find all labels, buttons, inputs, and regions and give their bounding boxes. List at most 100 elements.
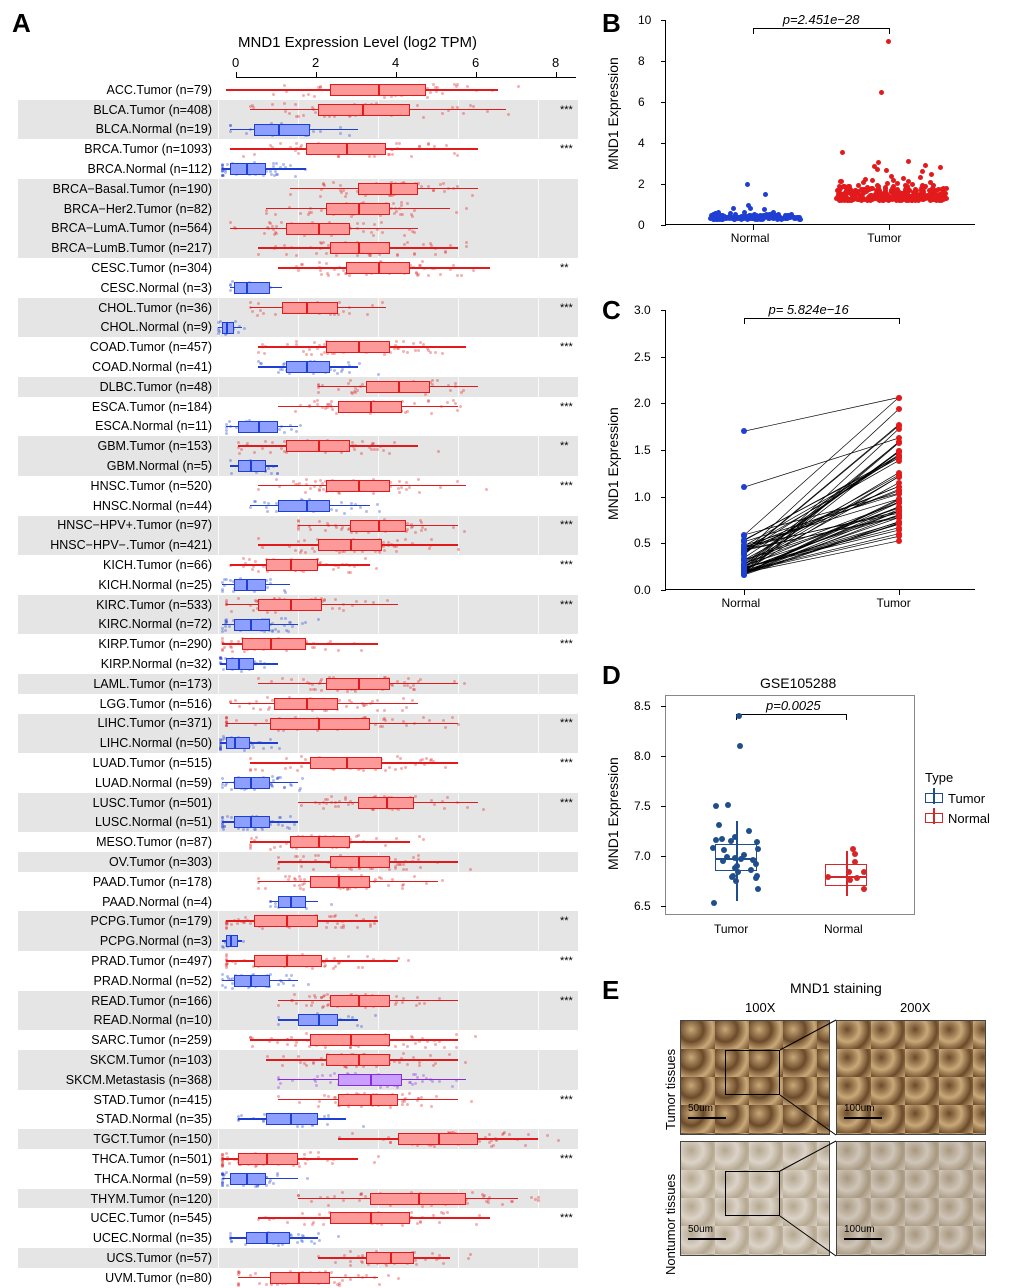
y-tick: 8.0 — [634, 749, 651, 763]
row-label: LUAD.Normal (n=59) — [18, 776, 218, 790]
row-label: PAAD.Tumor (n=178) — [18, 875, 218, 889]
data-row: READ.Normal (n=10) — [18, 1010, 578, 1030]
row-label: DLBC.Tumor (n=48) — [18, 380, 218, 394]
row-label: THYM.Tumor (n=120) — [18, 1192, 218, 1206]
data-row: LIHC.Tumor (n=371)*** — [18, 714, 578, 734]
data-row: BRCA−Basal.Tumor (n=190) — [18, 179, 578, 199]
row-label: BRCA−LumA.Tumor (n=564) — [18, 221, 218, 235]
y-tick: 8 — [638, 54, 657, 68]
row-label: UCEC.Tumor (n=545) — [18, 1211, 218, 1225]
row-label: ESCA.Tumor (n=184) — [18, 400, 218, 414]
row-label: BRCA−Her2.Tumor (n=82) — [18, 202, 218, 216]
panel-c-chart: MND1 Expression 0.00.51.01.52.02.53.0Nor… — [610, 300, 990, 630]
significance-marker: *** — [558, 104, 578, 116]
data-row: BRCA−LumB.Tumor (n=217) — [18, 238, 578, 258]
data-row: OV.Tumor (n=303) — [18, 852, 578, 872]
axis-tick: 8 — [552, 55, 559, 70]
data-row: KIRC.Tumor (n=533) *** — [18, 595, 578, 615]
row-label: PCPG.Tumor (n=179) — [18, 914, 218, 928]
data-row: PRAD.Tumor (n=497) *** — [18, 951, 578, 971]
significance-marker: *** — [558, 955, 578, 967]
data-row: BRCA−Her2.Tumor (n=82) — [18, 199, 578, 219]
data-row: CESC.Tumor (n=304)** — [18, 258, 578, 278]
row-label: KICH.Tumor (n=66) — [18, 558, 218, 572]
row-label: BLCA.Normal (n=19) — [18, 122, 218, 136]
row-label: BRCA.Normal (n=112) — [18, 162, 218, 176]
data-row: STAD.Normal (n=35) — [18, 1109, 578, 1129]
significance-marker: ** — [558, 440, 578, 452]
panel-d-legend: Type Tumor Normal — [925, 770, 990, 828]
y-tick: 2.0 — [634, 396, 651, 410]
y-tick: 6 — [638, 95, 657, 109]
row-label: LAML.Tumor (n=173) — [18, 677, 218, 691]
axis-tick: 6 — [472, 55, 479, 70]
row-label: UVM.Tumor (n=80) — [18, 1271, 218, 1285]
row-label: CHOL.Tumor (n=36) — [18, 301, 218, 315]
y-tick: 4 — [638, 136, 657, 150]
row-label: PCPG.Normal (n=3) — [18, 934, 218, 948]
data-row: HNSC−HPV−.Tumor (n=421) — [18, 535, 578, 555]
significance-marker: *** — [558, 995, 578, 1007]
significance-marker: *** — [558, 638, 578, 650]
row-label: ACC.Tumor (n=79) — [18, 83, 218, 97]
panel-b-ylabel: MND1 Expression — [605, 57, 621, 170]
significance-marker: ** — [558, 915, 578, 927]
data-row: PCPG.Normal (n=3) — [18, 931, 578, 951]
row-label: KIRP.Normal (n=32) — [18, 657, 218, 671]
legend-item-normal: Normal — [925, 808, 990, 828]
y-tick: 6.5 — [634, 899, 651, 913]
significance-marker: *** — [558, 797, 578, 809]
row-label: GBM.Tumor (n=153) — [18, 439, 218, 453]
row-label: READ.Normal (n=10) — [18, 1013, 218, 1027]
row-label: MESO.Tumor (n=87) — [18, 835, 218, 849]
data-row: CESC.Normal (n=3) — [18, 278, 578, 298]
row-label: KIRC.Tumor (n=533) — [18, 598, 218, 612]
significance-marker: *** — [558, 480, 578, 492]
data-row: BLCA.Tumor (n=408)*** — [18, 100, 578, 120]
panel-a-chart: MND1 Expression Level (log2 TPM) 02468 A… — [18, 10, 578, 1280]
significance-marker: *** — [558, 559, 578, 571]
x-tick: Tumor — [877, 596, 911, 610]
y-tick: 8.5 — [634, 699, 651, 713]
row-label: LUSC.Normal (n=51) — [18, 815, 218, 829]
row-label: PRAD.Tumor (n=497) — [18, 954, 218, 968]
row-label: LGG.Tumor (n=516) — [18, 697, 218, 711]
row-label: SARC.Tumor (n=259) — [18, 1033, 218, 1047]
row-label: THCA.Normal (n=59) — [18, 1172, 218, 1186]
data-row: UCS.Tumor (n=57) — [18, 1248, 578, 1268]
data-row: HNSC.Tumor (n=520)*** — [18, 476, 578, 496]
data-row: LAML.Tumor (n=173) — [18, 674, 578, 694]
data-row: BLCA.Normal (n=19) — [18, 120, 578, 140]
axis-tick: 2 — [312, 55, 319, 70]
significance-marker: *** — [558, 599, 578, 611]
row-label: KIRP.Tumor (n=290) — [18, 637, 218, 651]
significance-marker: *** — [558, 143, 578, 155]
data-row: BRCA.Normal (n=112) — [18, 159, 578, 179]
data-row: ACC.Tumor (n=79) — [18, 80, 578, 100]
row-label: TGCT.Tumor (n=150) — [18, 1132, 218, 1146]
row-label: CHOL.Normal (n=9) — [18, 320, 218, 334]
data-row: PAAD.Normal (n=4) — [18, 892, 578, 912]
y-tick: 7.5 — [634, 799, 651, 813]
y-tick: 7.0 — [634, 849, 651, 863]
x-tick: Tumor — [714, 922, 748, 936]
x-tick: Tumor — [867, 231, 901, 245]
data-row: PCPG.Tumor (n=179) ** — [18, 911, 578, 931]
row-label: CESC.Normal (n=3) — [18, 281, 218, 295]
data-row: KIRP.Normal (n=32) — [18, 654, 578, 674]
data-row: LUAD.Normal (n=59) — [18, 773, 578, 793]
row-label: BRCA.Tumor (n=1093) — [18, 142, 218, 156]
panel-d-ylabel: MND1 Expression — [605, 757, 621, 870]
significance-marker: *** — [558, 717, 578, 729]
significance-marker: *** — [558, 757, 578, 769]
data-row: LIHC.Normal (n=50) — [18, 733, 578, 753]
data-row: UVM.Tumor (n=80) — [18, 1268, 578, 1288]
data-row: STAD.Tumor (n=415)*** — [18, 1090, 578, 1110]
data-row: MESO.Tumor (n=87) — [18, 832, 578, 852]
significance-marker: *** — [558, 1094, 578, 1106]
row-label: ESCA.Normal (n=11) — [18, 419, 218, 433]
significance-marker: *** — [558, 401, 578, 413]
data-row: CHOL.Normal (n=9) — [18, 318, 578, 338]
row-label: KIRC.Normal (n=72) — [18, 617, 218, 631]
data-row: SARC.Tumor (n=259) — [18, 1030, 578, 1050]
